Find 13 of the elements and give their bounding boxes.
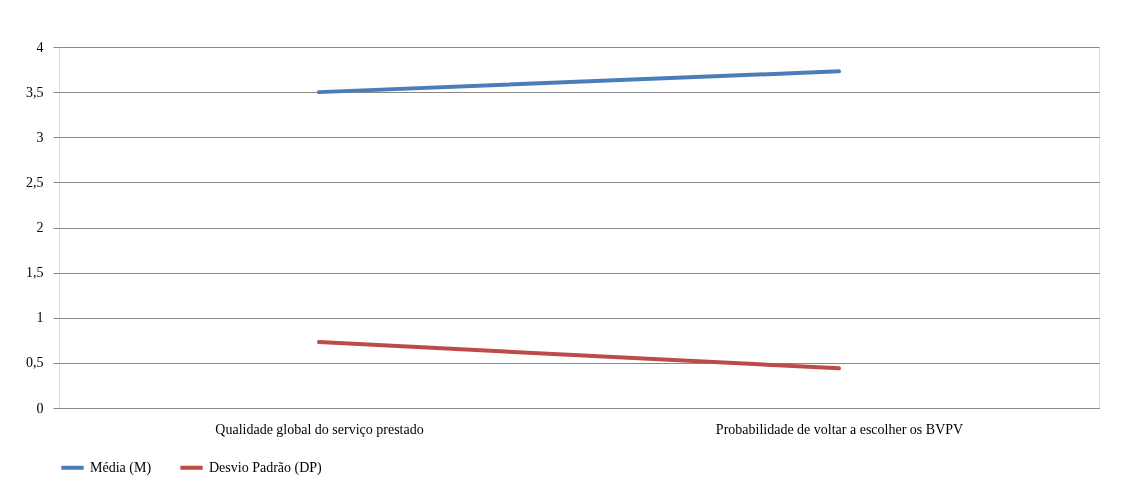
y-tick-label: 3,5 (26, 84, 44, 100)
y-tick-label: 2,5 (26, 174, 44, 190)
x-tick-label: Probabilidade de voltar a escolher os BVPV (715, 421, 964, 437)
legend-label: Desvio Padrão (DP) (209, 459, 323, 476)
y-tick-label: 2 (36, 220, 44, 235)
legend-label: Média (M) (90, 459, 152, 476)
y-tick-label: 1,5 (26, 265, 44, 281)
x-tick-label: Qualidade global do serviço prestado (215, 421, 424, 437)
y-tick-label: 1 (36, 310, 44, 326)
y-tick-label: 0 (36, 400, 44, 416)
y-tick-label: 0,5 (26, 355, 44, 371)
y-tick-label: 4 (36, 39, 44, 55)
y-tick-label: 3 (36, 129, 44, 145)
